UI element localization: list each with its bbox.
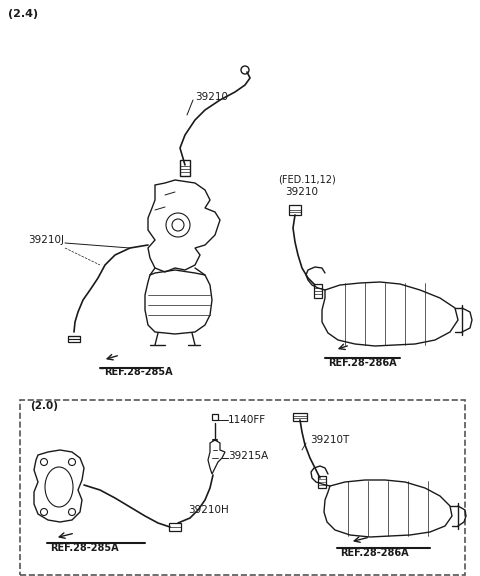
Bar xyxy=(314,284,322,298)
Text: REF.28-285A: REF.28-285A xyxy=(50,543,119,553)
Bar xyxy=(180,160,190,176)
Bar xyxy=(212,414,218,420)
Text: REF.28-286A: REF.28-286A xyxy=(340,548,408,558)
Text: (2.4): (2.4) xyxy=(8,9,38,19)
Bar xyxy=(289,205,301,215)
Text: (FED.11,12): (FED.11,12) xyxy=(278,175,336,185)
Text: 39210: 39210 xyxy=(285,187,318,197)
Bar xyxy=(318,476,326,488)
Bar xyxy=(20,400,465,575)
Text: 39210J: 39210J xyxy=(28,235,64,245)
Text: REF.28-286A: REF.28-286A xyxy=(328,358,396,368)
Text: (2.0): (2.0) xyxy=(30,401,58,411)
Text: 1140FF: 1140FF xyxy=(228,415,266,425)
Text: 39210T: 39210T xyxy=(310,435,349,445)
Text: 39210: 39210 xyxy=(195,92,228,102)
Bar xyxy=(293,413,307,421)
Text: 39215A: 39215A xyxy=(228,451,268,461)
Text: 39210H: 39210H xyxy=(188,505,229,515)
Text: REF.28-285A: REF.28-285A xyxy=(104,367,173,377)
Bar xyxy=(68,336,80,342)
Bar xyxy=(169,523,181,531)
